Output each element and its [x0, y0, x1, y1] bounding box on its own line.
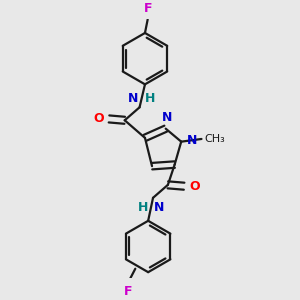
Text: H: H — [145, 92, 155, 105]
Text: N: N — [187, 134, 197, 147]
Text: O: O — [94, 112, 104, 125]
Text: N: N — [154, 201, 165, 214]
Text: F: F — [124, 285, 132, 298]
Text: H: H — [138, 201, 148, 214]
Text: N: N — [128, 92, 138, 105]
Text: O: O — [189, 180, 200, 193]
Text: F: F — [143, 2, 152, 15]
Text: CH₃: CH₃ — [205, 134, 226, 144]
Text: N: N — [162, 111, 172, 124]
